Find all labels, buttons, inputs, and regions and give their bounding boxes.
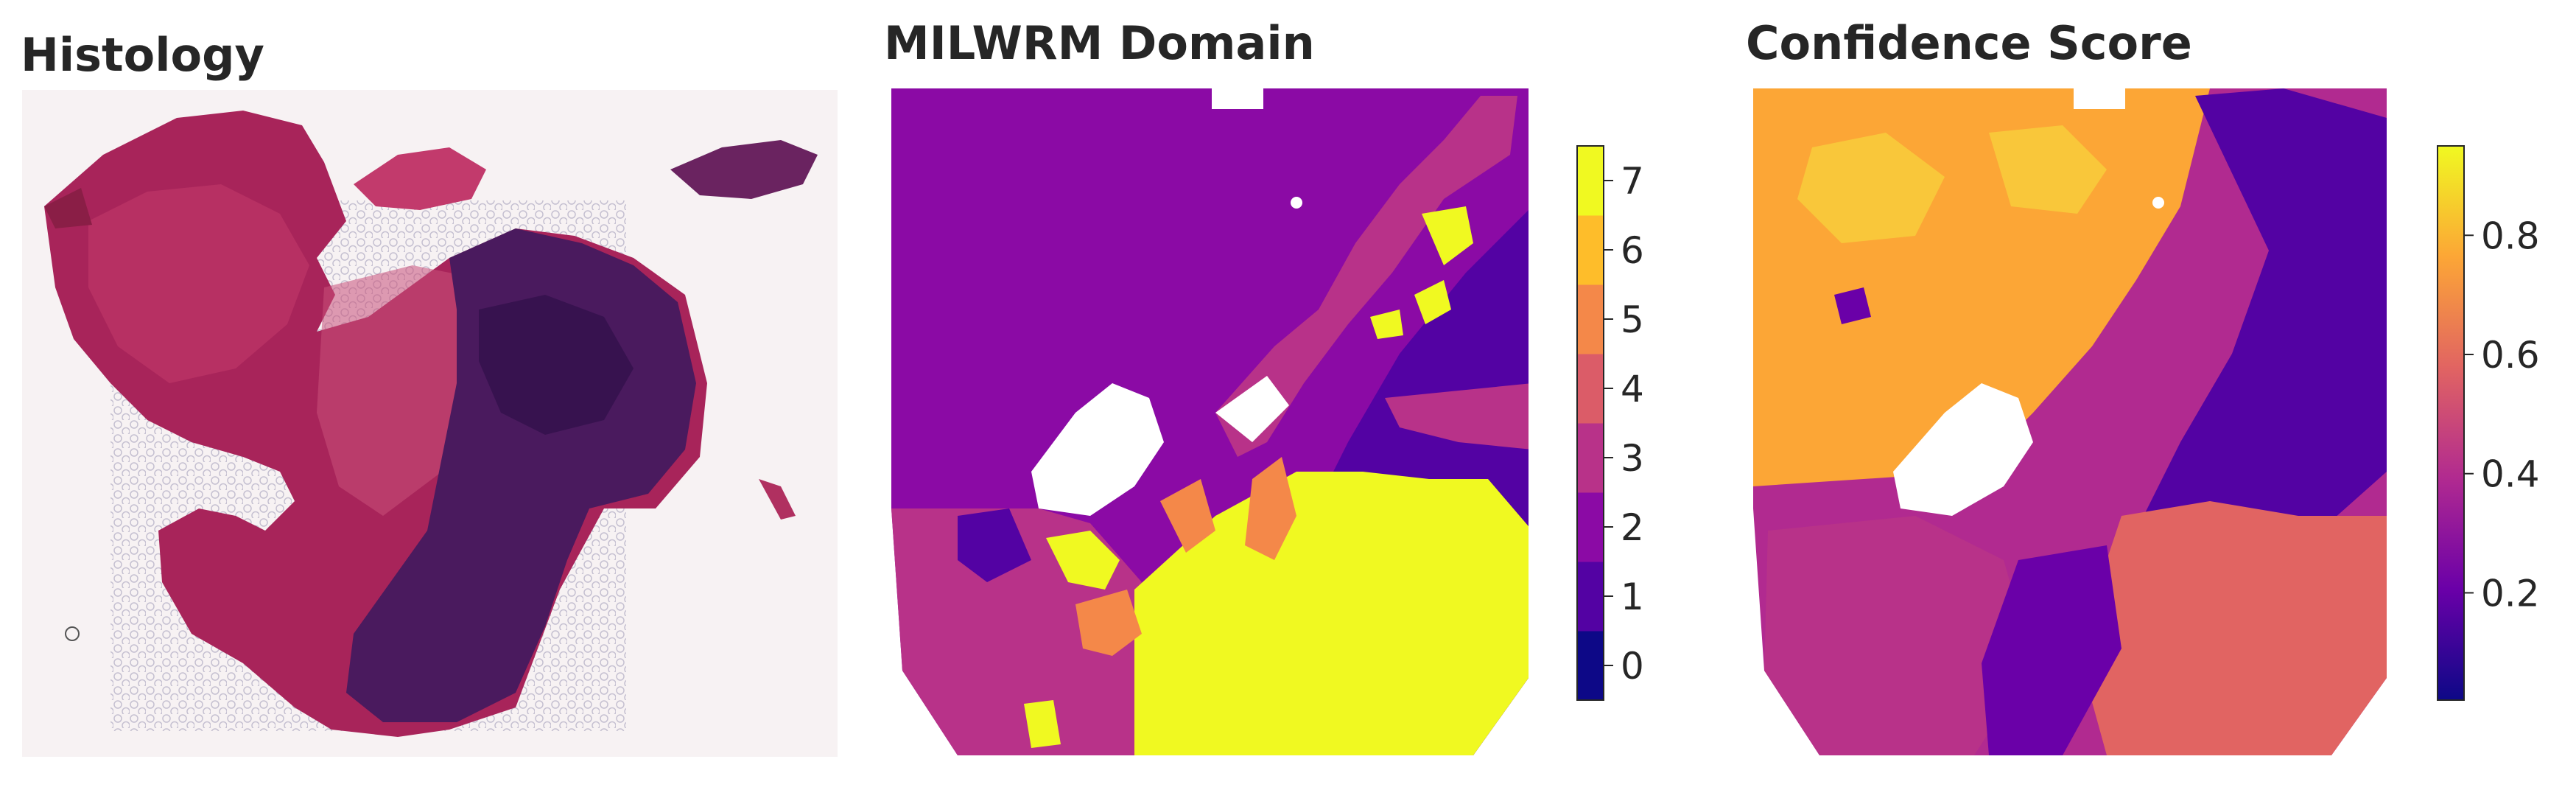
domain-colorbar-tick-label: 3 bbox=[1621, 437, 1644, 480]
confidence-low-lower bbox=[1982, 545, 2121, 755]
confidence-title: Confidence Score bbox=[1746, 16, 2192, 70]
domain-region-3-right bbox=[1385, 383, 1529, 450]
tissue-fragment-top bbox=[354, 147, 486, 210]
domain-void-large bbox=[1031, 383, 1164, 516]
histology-image bbox=[22, 90, 838, 757]
domain-region-7 bbox=[1134, 472, 1529, 755]
confidence-low-band bbox=[2121, 88, 2387, 604]
histology-title: Histology bbox=[21, 28, 264, 82]
domain-colorbar-tick-label: 6 bbox=[1621, 229, 1644, 272]
confidence-void bbox=[1893, 383, 2033, 516]
domain-colorbar-segment-5 bbox=[1577, 284, 1604, 354]
tissue-fragment-right bbox=[670, 140, 818, 199]
tissue-fold bbox=[44, 188, 92, 228]
confidence-missing-spot bbox=[2152, 197, 2164, 209]
domain-title: MILWRM Domain bbox=[884, 16, 1315, 70]
domain-yellow-spots-d bbox=[1024, 700, 1061, 748]
fiducial-mark bbox=[65, 626, 80, 641]
confidence-colorbar-tick-label: 0.8 bbox=[2481, 214, 2540, 257]
confidence-peak-b bbox=[1989, 125, 2107, 214]
domain-colorbar-segment-0 bbox=[1577, 631, 1604, 701]
domain-yellow-spots-a bbox=[1422, 206, 1473, 265]
tissue-dense-core bbox=[479, 295, 634, 435]
domain-yellow-spots-c bbox=[1370, 310, 1403, 339]
confidence-colorbar-tick-label: 0.4 bbox=[2481, 453, 2540, 496]
domain-yellow-spots-b bbox=[1414, 280, 1451, 324]
domain-colorbar-segment-2 bbox=[1577, 492, 1604, 562]
domain-colorbar-segment-1 bbox=[1577, 562, 1604, 632]
domain-colorbar-frame bbox=[1576, 145, 1604, 701]
domain-colorbar-tick-label: 4 bbox=[1621, 368, 1644, 410]
confidence-colorbar-gradient bbox=[2437, 145, 2465, 701]
domain-region-5-patch-c bbox=[1160, 479, 1215, 553]
confidence-mid-lower-right bbox=[2077, 501, 2387, 755]
confidence-colorbar: 0.2 0.4 0.6 0.8 bbox=[2437, 145, 2540, 701]
domain-region-5-patch-a bbox=[1075, 590, 1142, 656]
confidence-colorbar-tick-label: 0.6 bbox=[2481, 334, 2540, 377]
domain-colorbar: 0 1 2 3 4 5 6 7 bbox=[1576, 145, 1644, 701]
confidence-low-spot bbox=[1834, 287, 1871, 324]
domain-region-1-patch bbox=[958, 508, 1031, 582]
domain-colorbar-tick-label: 5 bbox=[1621, 298, 1644, 341]
domain-colorbar-tick-label: 0 bbox=[1621, 645, 1644, 688]
domain-missing-spot bbox=[1291, 197, 1302, 209]
domain-colorbar-tick-label: 7 bbox=[1621, 160, 1644, 203]
domain-void bbox=[1215, 376, 1289, 442]
confidence-colorbar-tick-label: 0.2 bbox=[2481, 572, 2540, 615]
domain-colorbar-segment-6 bbox=[1577, 215, 1604, 285]
domain-region-5-patch-b bbox=[1245, 457, 1296, 560]
domain-region-7-patch bbox=[1046, 531, 1120, 590]
domain-region-3-band bbox=[1215, 96, 1517, 457]
domain-colorbar-segment-3 bbox=[1577, 423, 1604, 493]
domain-colorbar-segment-4 bbox=[1577, 354, 1604, 424]
confidence-peak-a bbox=[1797, 133, 1945, 243]
domain-colorbar-tick-label: 2 bbox=[1621, 506, 1644, 549]
domain-colorbar-segment-7 bbox=[1577, 146, 1604, 216]
tissue-stroma-light bbox=[88, 184, 309, 383]
domain-colorbar-tick-label: 1 bbox=[1621, 576, 1644, 618]
debris-fragment bbox=[759, 479, 796, 520]
domain-map bbox=[891, 88, 1529, 755]
confidence-mid-lower-left bbox=[1764, 516, 2033, 755]
confidence-map bbox=[1753, 88, 2387, 755]
